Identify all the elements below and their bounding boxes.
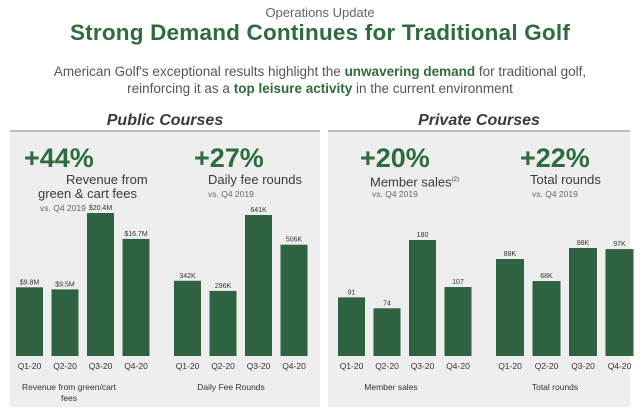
kpi-daily-fee-pct: +27%	[194, 143, 264, 173]
chart-revenue-bar-q3-20	[87, 213, 114, 356]
subtitle: American Golf's exceptional results high…	[40, 63, 600, 97]
chart-member-sales-value-label: 107	[452, 279, 464, 286]
chart-revenue-bar-q2-20	[51, 289, 79, 356]
chart-member-sales-bar-q2-20	[373, 308, 401, 356]
chart-member-sales-value-label: 74	[383, 300, 391, 307]
chart-member-sales-caption: Member sales	[364, 382, 418, 392]
chart-total-rounds-bar-q3-20	[569, 248, 597, 356]
chart-daily-fee-tick-label: Q4-20	[282, 361, 306, 371]
kpi-member-sales-label-text: Member sales	[370, 174, 452, 190]
section-title-public: Public Courses	[106, 112, 224, 129]
chart-member-sales-bars: 91 Q1-20 74 Q2-20 180 Q3-20 107 Q4-20	[338, 232, 472, 371]
chart-member-sales-value-label: 180	[417, 232, 429, 239]
chart-daily-fee-value-label: 641K	[250, 207, 267, 214]
chart-revenue-bar-q4-20	[122, 238, 150, 356]
chart-daily-fee-value-label: 506K	[286, 237, 303, 244]
chart-revenue-value-label: $20.4M	[89, 205, 113, 212]
kpi-revenue-label-1: Revenue from	[66, 172, 148, 187]
chart-revenue: $9.8M Q1-20 $9.5M Q2-20 $20.4M Q3-20 $16.7M Q4-…	[16, 205, 634, 371]
kpi-revenue-vs: vs. Q4 2019	[40, 203, 86, 213]
chart-daily-fee-bars: 342K Q1-20 296K Q2-20 641K Q3-20 506K Q4-20	[174, 207, 308, 371]
chart-member-sales-bar-q1-20	[338, 297, 365, 356]
chart-revenue-value-label: $9.5M	[55, 281, 75, 288]
chart-total-rounds-value-label: 97K	[613, 241, 626, 248]
chart-total-rounds-tick-label: Q1-20	[498, 361, 522, 371]
kpi-member-sales-pct: +20%	[360, 143, 430, 173]
chart-total-rounds-bar-q4-20	[605, 249, 634, 356]
kpi-member-sales-footnote: (2)	[451, 177, 459, 183]
subtitle-part-2: for traditional golf, reinforcing it as …	[127, 64, 587, 96]
chart-daily-fee-value-label: 342K	[179, 273, 196, 280]
chart-revenue-tick-label: Q4-20	[124, 361, 148, 371]
chart-total-rounds-tick-label: Q4-20	[608, 361, 632, 371]
chart-daily-fee-value-label: 296K	[215, 283, 232, 290]
chart-total-rounds-caption: Total rounds	[531, 382, 579, 392]
kpi-total-rounds-pct: +22%	[520, 143, 590, 173]
kpi-daily-fee-vs: vs. Q4 2019	[208, 189, 254, 199]
chart-member-sales-tick-label: Q1-20	[340, 361, 364, 371]
chart-total-rounds-tick-label: Q3-20	[571, 361, 595, 371]
subtitle-highlight-2: top leisure activity	[233, 81, 353, 96]
chart-daily-fee-caption: Daily Fee Rounds	[197, 382, 265, 392]
chart-revenue-tick-label: Q1-20	[18, 361, 42, 371]
chart-revenue-value-label: $16.7M	[124, 231, 148, 238]
section-title-private: Private Courses	[418, 112, 540, 129]
chart-member-sales-tick-label: Q2-20	[375, 361, 399, 371]
kpi-revenue-label-2: green & cart fees	[38, 186, 137, 201]
chart-daily-fee-bar-q2-20	[209, 290, 237, 356]
chart-total-rounds-value-label: 98K	[577, 240, 590, 247]
chart-daily-fee-bar-q1-20	[174, 280, 201, 356]
kpi-member-sales-vs: vs. Q4 2019	[372, 189, 418, 199]
kpi-revenue-pct: +44%	[24, 143, 94, 173]
chart-total-rounds-value-label: 68K	[540, 273, 553, 280]
kpi-member-sales-label: Member sales(2)	[370, 173, 459, 189]
chart-revenue-value-label: $9.8M	[20, 279, 40, 286]
chart-total-rounds-bar-q1-20	[496, 259, 524, 356]
chart-total-rounds-bar-q2-20	[532, 281, 561, 356]
chart-total-rounds-value-label: 88K	[504, 251, 517, 258]
chart-daily-fee-bar-q4-20	[280, 244, 308, 356]
kpi-total-rounds-vs: vs. Q4 2019	[532, 189, 578, 199]
chart-revenue-tick-label: Q2-20	[53, 361, 77, 371]
chart-daily-fee-tick-label: Q2-20	[211, 361, 235, 371]
chart-daily-fee-tick-label: Q1-20	[176, 361, 200, 371]
chart-revenue-bar-q1-20	[16, 287, 43, 356]
subtitle-part-3: in the current environment	[352, 81, 513, 96]
eyebrow-text: Operations Update	[265, 5, 375, 20]
page-title: Strong Demand Continues for Traditional …	[69, 20, 571, 45]
chart-total-rounds-tick-label: Q2-20	[535, 361, 559, 371]
kpi-total-rounds-label: Total rounds	[530, 172, 601, 187]
subtitle-part-1: American Golf's exceptional results high…	[53, 64, 345, 79]
chart-daily-fee-bar-q3-20	[245, 215, 272, 356]
chart-total-rounds-bars: 88K Q1-20 68K Q2-20 98K Q3-20 97K Q4-20	[496, 240, 634, 371]
chart-member-sales-tick-label: Q4-20	[446, 361, 470, 371]
chart-member-sales-value-label: 91	[348, 289, 356, 296]
chart-revenue-tick-label: Q3-20	[89, 361, 113, 371]
chart-revenue-caption: Revenue from green/cart fees	[21, 382, 117, 403]
subtitle-highlight-1: unwavering demand	[344, 64, 476, 79]
chart-daily-fee-tick-label: Q3-20	[247, 361, 271, 371]
chart-member-sales-tick-label: Q3-20	[411, 361, 435, 371]
chart-member-sales-bar-q3-20	[409, 240, 436, 356]
kpi-daily-fee-label: Daily fee rounds	[208, 172, 302, 187]
chart-revenue-bars: $9.8M Q1-20 $9.5M Q2-20 $20.4M Q3-20 $16.7M Q4-…	[16, 205, 150, 371]
chart-member-sales-bar-q4-20	[444, 287, 472, 356]
